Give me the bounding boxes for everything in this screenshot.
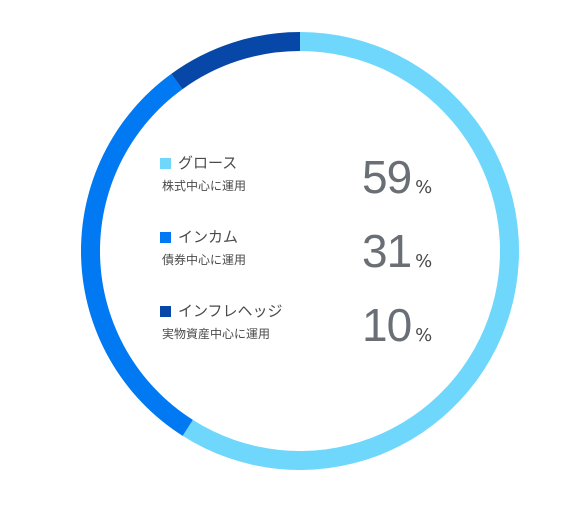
legend-label-income: インカム [178, 228, 239, 246]
value-unit-inflation-hedge: % [415, 325, 433, 346]
value-number-inflation-hedge: 10 [362, 299, 412, 351]
value-number-growth: 59 [362, 151, 412, 203]
legend-swatch-growth [160, 158, 171, 169]
value-unit-growth: % [415, 177, 433, 198]
legend-swatch-income [160, 232, 171, 243]
legend-desc-inflation-hedge: 実物資産中心に運用 [162, 327, 271, 341]
legend-desc-growth: 株式中心に運用 [162, 179, 247, 193]
legend-swatch-inflation-hedge [160, 306, 171, 317]
value-label-growth: 59% [362, 154, 432, 200]
legend-label-inflation-hedge: インフレヘッジ [178, 302, 283, 320]
value-label-income: 31% [362, 228, 432, 274]
value-number-income: 31 [362, 225, 412, 277]
legend-desc-income: 債券中心に運用 [162, 253, 247, 267]
donut-slice-income [80, 73, 193, 436]
legend-label-growth: グロース [178, 154, 238, 172]
value-unit-income: % [415, 251, 433, 272]
donut-slice-inflation-hedge [171, 32, 300, 90]
value-label-inflation-hedge: 10% [362, 302, 432, 348]
